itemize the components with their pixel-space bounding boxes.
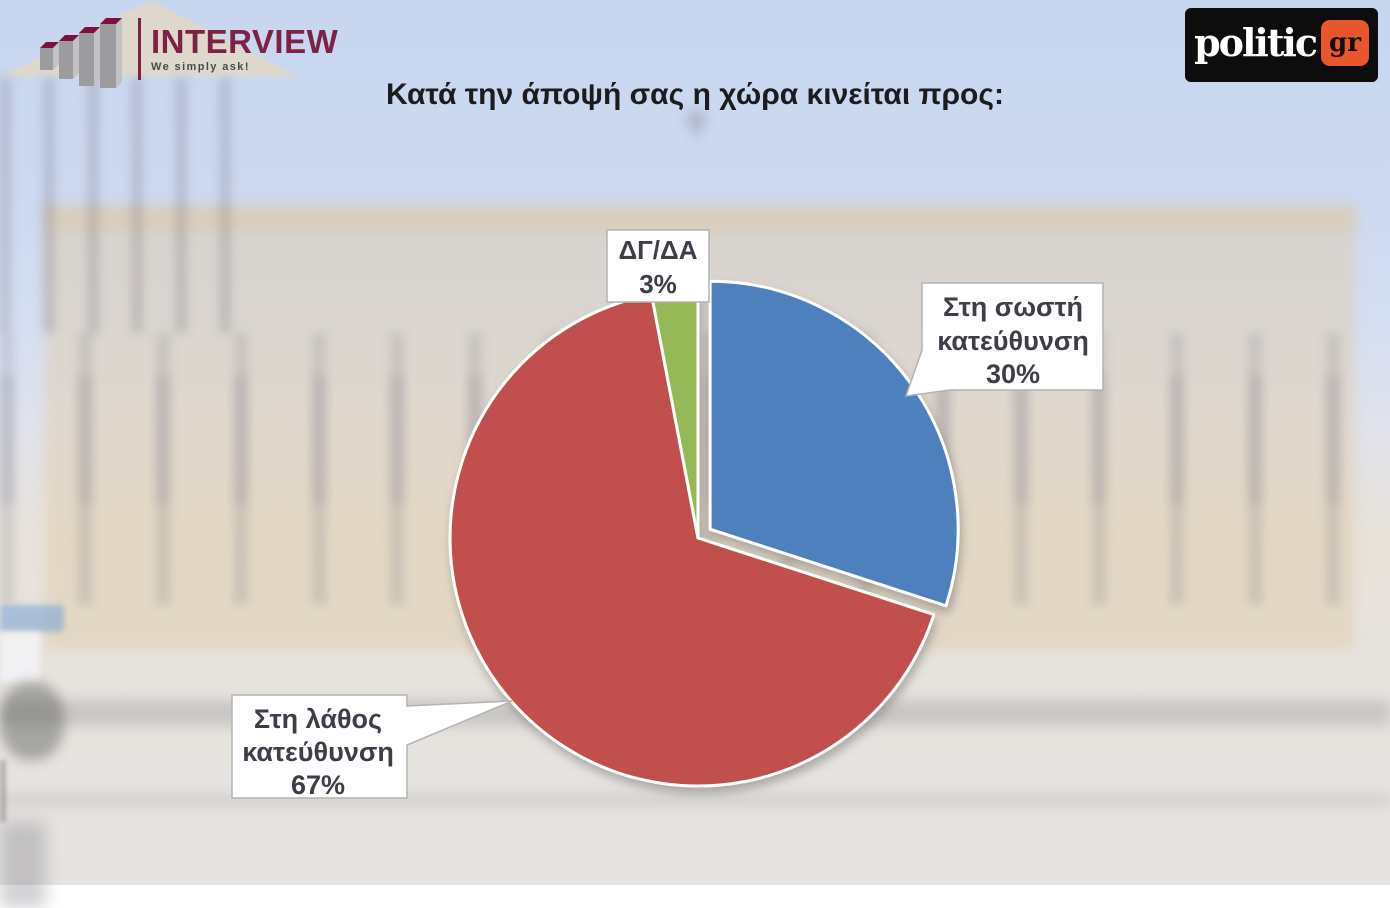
callout-label: Στη σωστή xyxy=(943,292,1083,322)
callout-value: 3% xyxy=(639,269,677,299)
callout-label: κατεύθυνση xyxy=(937,326,1089,356)
callout-label: Στη λάθος xyxy=(254,704,382,734)
callout-label: ΔΓ/ΔΑ xyxy=(618,235,697,265)
callout-value: 30% xyxy=(986,359,1040,389)
interview-bars-icon xyxy=(40,18,122,88)
callout-box xyxy=(231,694,513,799)
pie-slices xyxy=(448,279,960,788)
callout-right-direction: Στη σωστή κατεύθυνση 30% xyxy=(904,282,1104,397)
building-colonnade xyxy=(0,78,250,333)
pie-slice-wrong-direction xyxy=(448,292,936,788)
interview-logo-tagline: We simply ask! xyxy=(151,61,250,73)
callout-value: 67% xyxy=(291,770,345,800)
building-cross xyxy=(687,118,706,123)
callout-dk-na: ΔΓ/ΔΑ 3% xyxy=(606,229,710,303)
interview-logo: INTERVIEW We simply ask! xyxy=(38,10,338,88)
pole xyxy=(0,760,6,822)
pie-chart: ΔΓ/ΔΑ 3% Στη σωστή κατεύθυνση 30% Στη λά… xyxy=(231,229,1104,800)
guard-booth-roof xyxy=(0,605,64,632)
tree xyxy=(0,682,64,760)
callout-box xyxy=(904,282,1104,397)
interview-logo-name: INTERVIEW xyxy=(151,23,339,60)
callout-label: κατεύθυνση xyxy=(242,737,394,767)
politic-logo: politic gr xyxy=(1185,8,1378,82)
logo-divider xyxy=(138,18,141,80)
building-cross xyxy=(694,110,699,136)
politic-logo-text: politic xyxy=(1194,20,1318,65)
callout-box xyxy=(606,229,710,303)
guard-booth xyxy=(0,632,40,682)
page-title: Κατά την άποψή σας η χώρα κινείται προς: xyxy=(386,78,1004,111)
politic-logo-gr-badge: gr xyxy=(1321,20,1369,66)
callout-wrong-direction: Στη λάθος κατεύθυνση 67% xyxy=(231,694,513,800)
